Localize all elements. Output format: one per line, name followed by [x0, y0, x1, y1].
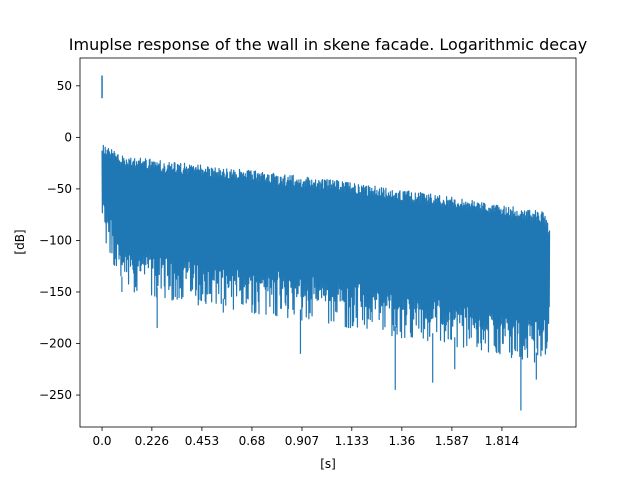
y-axis-label: [dB]	[13, 229, 27, 254]
x-tick-label: 0.0	[92, 434, 111, 448]
y-tick-label: −200	[39, 337, 72, 351]
x-tick-label: 1.133	[335, 434, 369, 448]
x-axis-label: [s]	[320, 457, 336, 471]
x-tick-label: 0.226	[135, 434, 169, 448]
y-tick-label: −150	[39, 285, 72, 299]
chart-title: Imuplse response of the wall in skene fa…	[69, 35, 587, 54]
x-tick-label: 1.587	[435, 434, 469, 448]
x-tick-label: 1.36	[388, 434, 415, 448]
series-line	[101, 144, 551, 363]
x-axis-ticks: 0.0 0.226 0.453 0.68 0.907 1.133 1.36 1.587 1.81…	[92, 427, 519, 448]
axes-frame	[79, 57, 577, 428]
y-tick-label: −100	[39, 233, 72, 247]
x-tick-label: 1.814	[485, 434, 519, 448]
y-tick-label: −250	[39, 388, 72, 402]
y-axis-ticks: 50 0 −50 −100 −150 −200 −250	[39, 79, 80, 402]
y-tick-label: −50	[47, 182, 72, 196]
plot-area	[101, 75, 551, 411]
x-tick-label: 0.68	[239, 434, 266, 448]
x-tick-label: 0.453	[185, 434, 219, 448]
y-tick-label: 50	[57, 79, 72, 93]
y-tick-label: 0	[64, 130, 72, 144]
x-tick-label: 0.907	[285, 434, 319, 448]
